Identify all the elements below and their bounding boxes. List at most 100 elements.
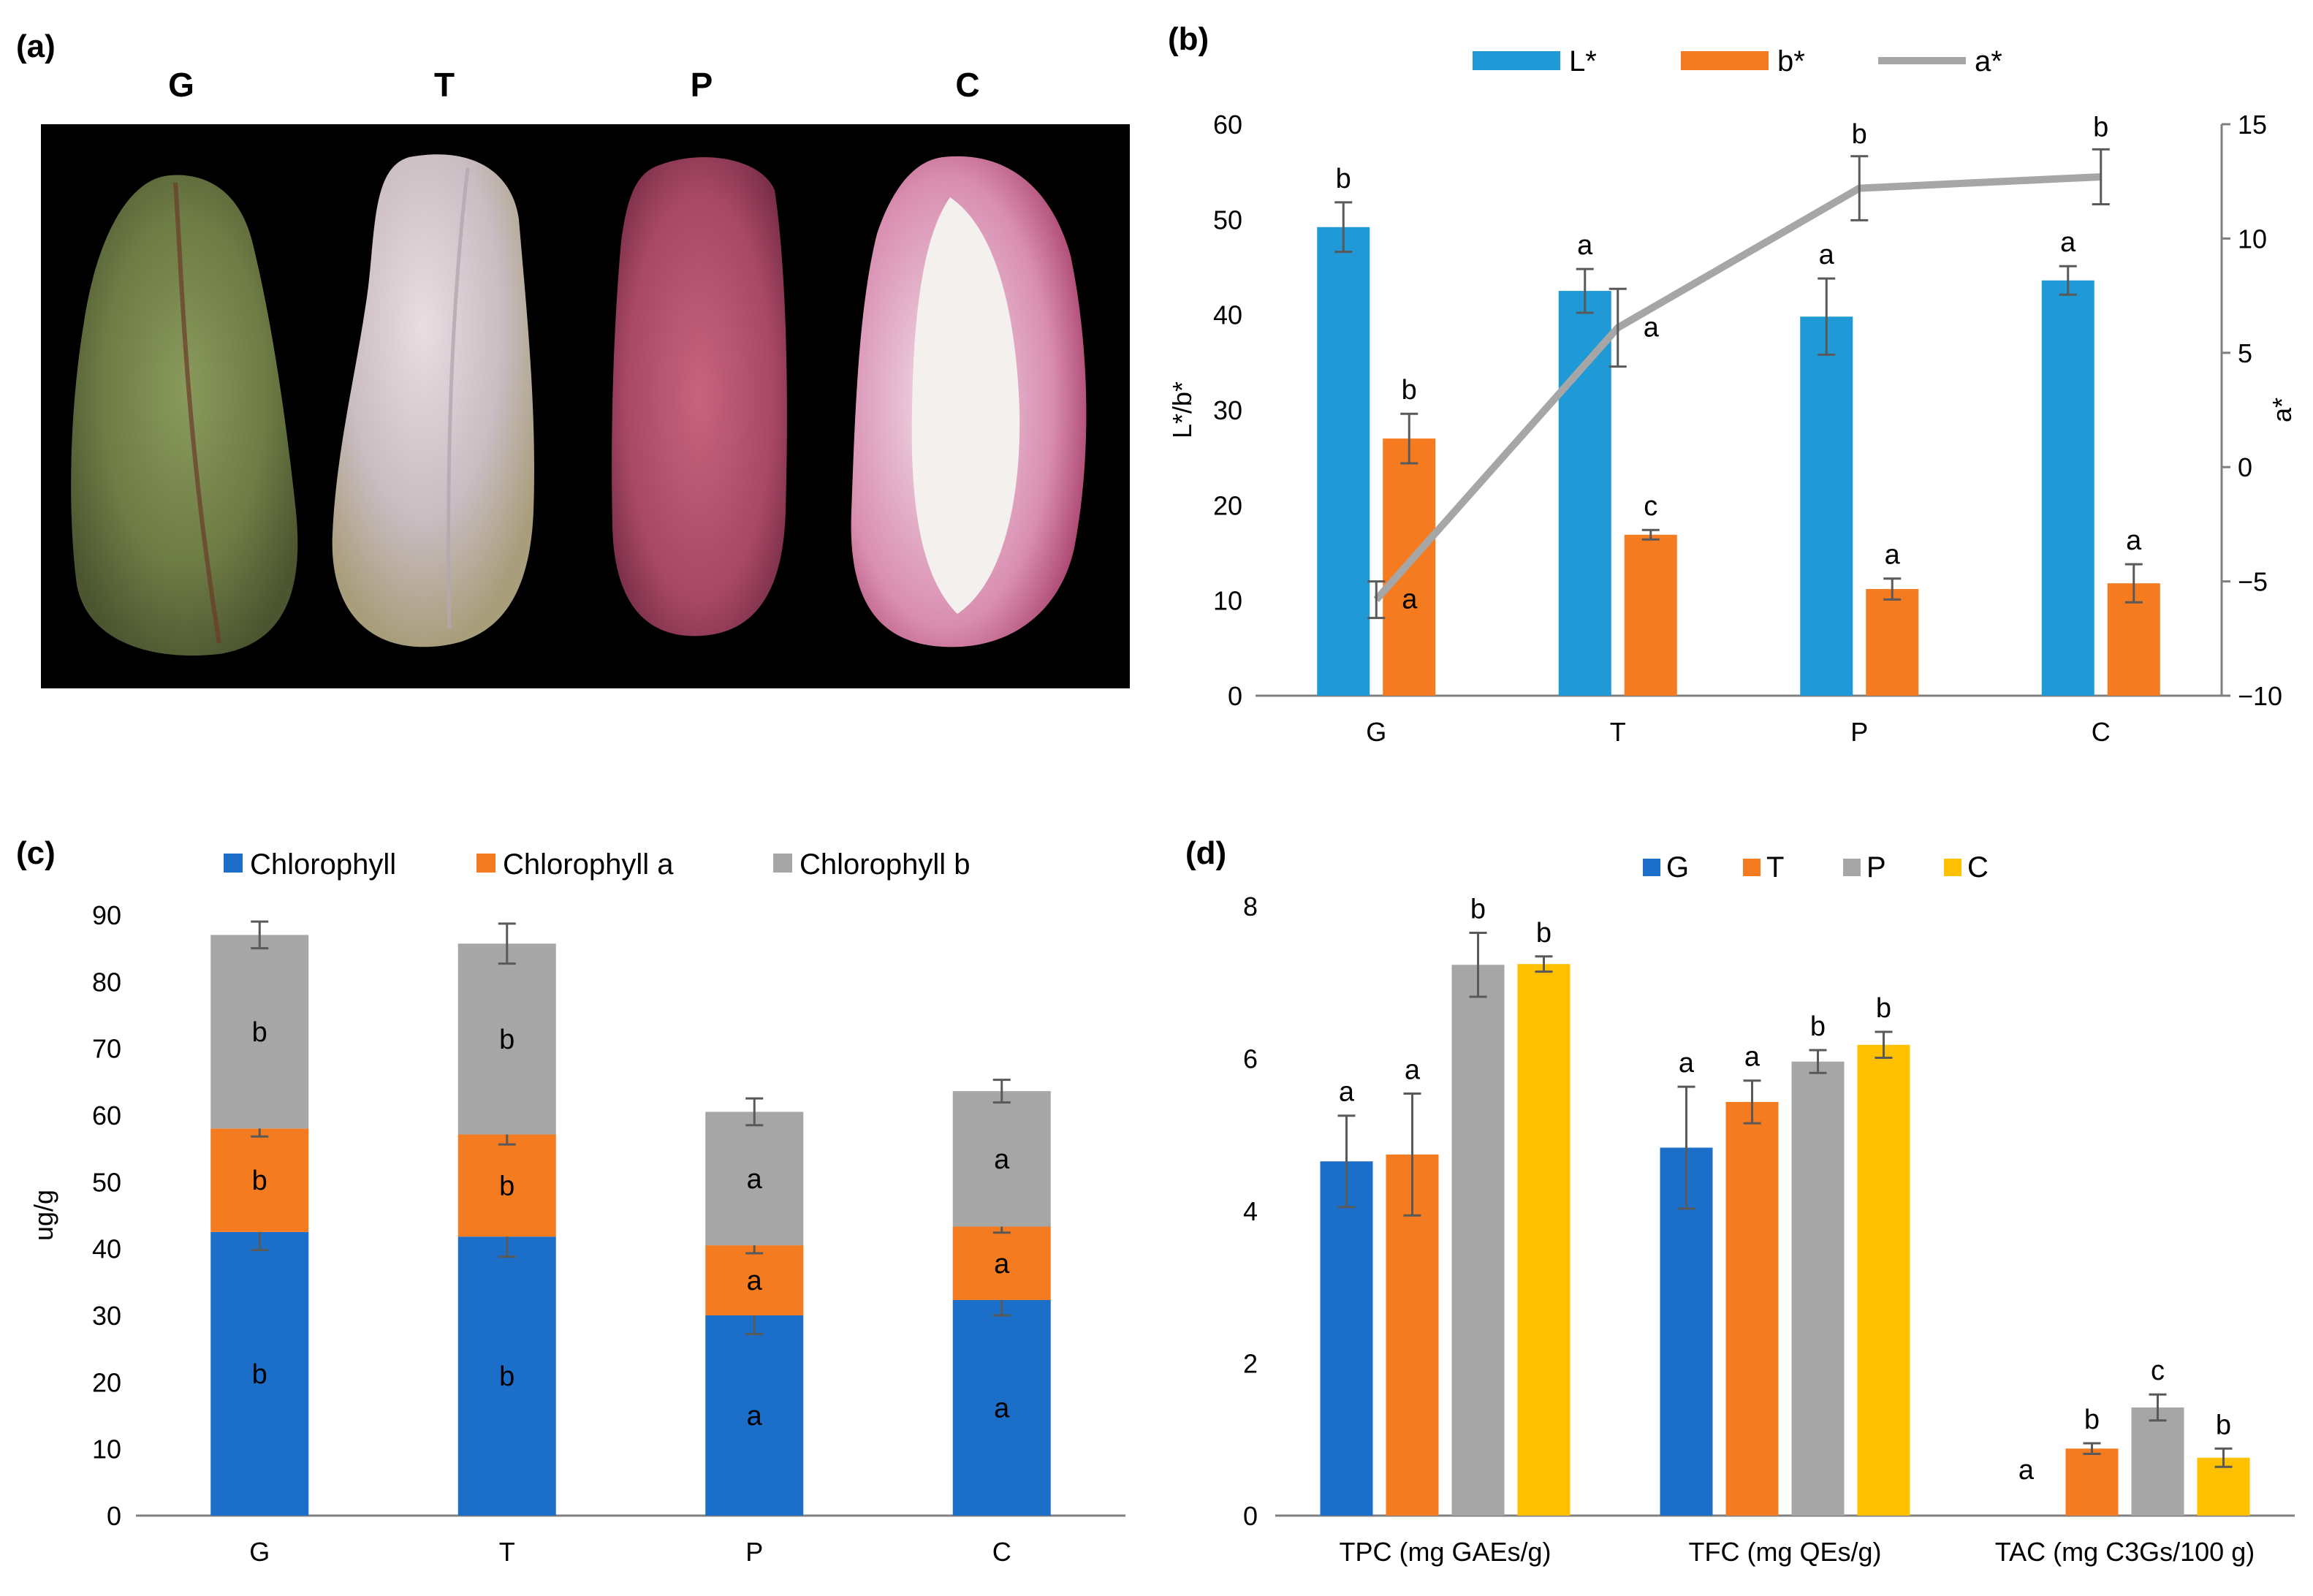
y-tick: 70 <box>92 1034 121 1064</box>
y-axis-title-left: L*/b* <box>1167 381 1197 438</box>
photo-label-g: G <box>168 66 194 104</box>
y-tick-left: 40 <box>1213 300 1242 330</box>
error-bar <box>1641 528 1660 541</box>
legend-swatch-1 <box>1681 51 1769 70</box>
y-tick: 20 <box>92 1367 121 1397</box>
stack-1-P <box>705 1245 804 1315</box>
bar-b*-T <box>1624 534 1677 696</box>
significance-letter: c <box>1644 491 1657 522</box>
panel-label-d: (d) <box>1185 835 1226 871</box>
significance-letter: b <box>2084 1405 2100 1435</box>
stack-1-G <box>210 1128 309 1232</box>
bar-P-2 <box>2131 1407 2184 1516</box>
photo-panel: G T P C <box>41 66 1130 688</box>
significance-letter: c <box>2151 1356 2165 1386</box>
bar-L*-P <box>1800 316 1853 696</box>
stack-2-T <box>457 943 556 1135</box>
stack-1-C <box>952 1226 1051 1300</box>
bar-T-2 <box>2065 1448 2119 1516</box>
significance-letter: a <box>2060 227 2076 258</box>
y-tick-right: −10 <box>2238 681 2282 711</box>
error-bar <box>2083 1442 2101 1456</box>
y-tick: 0 <box>1243 1501 1258 1531</box>
x-tick-label: P <box>745 1537 763 1567</box>
legend-label-1: T <box>1766 851 1784 884</box>
y-tick-right: −5 <box>2238 567 2268 597</box>
legend-swatch-0 <box>1473 51 1560 70</box>
significance-letter-a-star: a <box>1644 312 1660 343</box>
significance-letter: a <box>2018 1455 2035 1486</box>
photo-label-t: T <box>434 66 455 104</box>
x-tick-label: T <box>499 1537 515 1567</box>
stack-2-G <box>210 935 309 1129</box>
bar-L*-C <box>2041 280 2094 696</box>
error-bar <box>1743 1079 1761 1125</box>
y-tick-left: 30 <box>1213 395 1242 425</box>
significance-letter: a <box>747 1401 763 1432</box>
error-bar <box>1400 412 1418 465</box>
error-bar <box>2124 563 2143 604</box>
error-bar <box>1809 1049 1827 1074</box>
y-tick: 6 <box>1243 1044 1258 1074</box>
significance-letter: a <box>1744 1042 1761 1073</box>
legend-swatch-3 <box>1944 859 1961 876</box>
legend-swatch-1 <box>476 854 495 873</box>
significance-letter: a <box>1577 230 1593 261</box>
y-tick: 80 <box>92 967 121 997</box>
significance-letter: b <box>1402 375 1417 406</box>
stack-2-C <box>952 1091 1051 1227</box>
legend-label-2: P <box>1866 851 1886 884</box>
significance-letter-a-star: b <box>1852 119 1867 150</box>
error-bar <box>1576 267 1594 314</box>
legend-label-2: a* <box>1975 45 2002 77</box>
significance-letter: a <box>1405 1054 1421 1085</box>
significance-letter: b <box>1810 1011 1826 1042</box>
stack-0-G <box>210 1231 309 1516</box>
y-tick-right: 10 <box>2238 224 2267 254</box>
significance-letter: b <box>252 1017 267 1048</box>
significance-letter: a <box>1819 240 1835 270</box>
y-tick: 50 <box>92 1167 121 1197</box>
bar-P-1 <box>1791 1061 1845 1516</box>
chart-b: L* b* a* 0 10 20 30 40 50 60 −10 −5 0 5 10 15 L*/b* a* Gb b… <box>1167 45 2297 747</box>
error-bar <box>1337 1114 1356 1209</box>
legend-label-2: Chlorophyll b <box>800 848 970 881</box>
legend-label-0: G <box>1666 851 1689 884</box>
error-bar-a-star <box>2092 148 2110 205</box>
x-tick-label: C <box>992 1537 1011 1567</box>
error-bar <box>1677 1085 1695 1210</box>
fruit-t <box>332 154 534 647</box>
significance-letter: a <box>747 1164 763 1195</box>
significance-letter: b <box>499 1361 514 1392</box>
x-tick-label: T <box>1610 717 1626 747</box>
y-tick: 0 <box>107 1501 121 1531</box>
error-bar <box>1883 577 1902 601</box>
significance-letter: a <box>1885 540 1901 571</box>
significance-letter: b <box>1336 164 1351 194</box>
fruit-g <box>71 175 298 656</box>
significance-letter: b <box>252 1166 267 1196</box>
panel-label-b: (b) <box>1168 21 1209 57</box>
error-bar-a-star <box>1850 155 1869 221</box>
legend-label-3: C <box>1967 851 1989 884</box>
stack-0-T <box>457 1236 556 1516</box>
y-tick: 2 <box>1243 1349 1258 1379</box>
y-tick: 8 <box>1243 892 1258 922</box>
y-tick-left: 0 <box>1228 681 1242 711</box>
error-bar-a-star <box>1609 287 1627 368</box>
stack-1-T <box>457 1134 556 1237</box>
y-axis-title-right: a* <box>2267 398 2297 422</box>
line-a-star <box>1373 172 2101 602</box>
error-bar <box>1403 1092 1421 1217</box>
fruit-p <box>612 157 787 636</box>
y-tick-left: 50 <box>1213 205 1242 235</box>
x-tick-label: TFC (mg QEs/g) <box>1688 1537 1881 1567</box>
y-tick: 10 <box>92 1434 121 1464</box>
legend-label-0: L* <box>1569 45 1597 77</box>
legend-label-0: Chlorophyll <box>250 848 396 881</box>
stack-2-P <box>705 1112 804 1246</box>
error-bar <box>992 1079 1011 1104</box>
y-tick: 4 <box>1243 1196 1258 1226</box>
bar-b*-P <box>1866 589 1919 696</box>
